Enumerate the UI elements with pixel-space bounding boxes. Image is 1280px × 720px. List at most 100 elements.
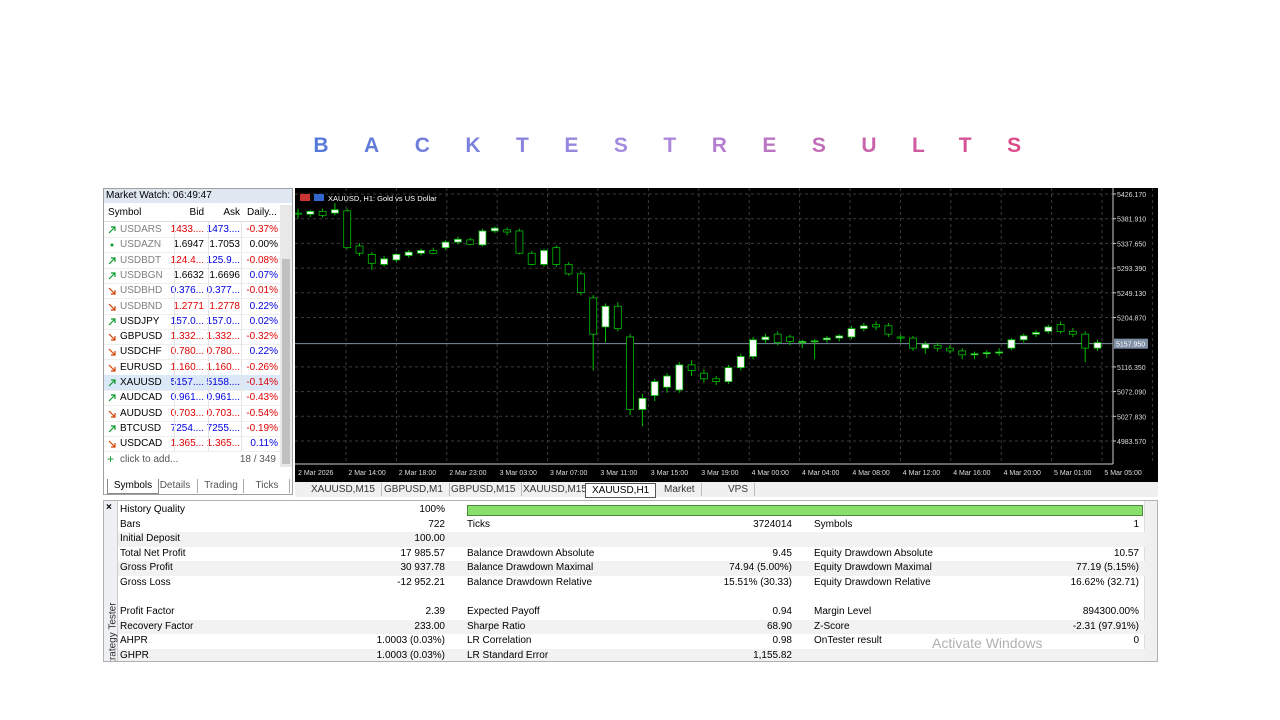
symbol-row[interactable]: USDAZN 1.6947 1.7053 0.00% xyxy=(104,237,280,254)
cell-divider xyxy=(208,237,209,253)
candle-body xyxy=(773,333,782,343)
ask: 157.0... xyxy=(206,315,240,327)
symbol-row[interactable]: USDCHF 0.780... 0.780... 0.22% xyxy=(104,344,280,361)
arrow xyxy=(108,364,116,372)
value: -2.31 (97.91%) xyxy=(1072,620,1139,632)
add-symbol[interactable]: click to add... xyxy=(120,453,179,465)
symbol-row[interactable]: USDBND 1.2771 1.2778 0.22% xyxy=(104,298,280,315)
trend-icon xyxy=(108,333,116,341)
value: 894300.00% xyxy=(1082,606,1139,618)
label: Equity Drawdown Absolute xyxy=(814,547,933,559)
symbol: USDAZN xyxy=(120,239,162,251)
label: Equity Drawdown Maximal xyxy=(814,562,932,574)
candle-body xyxy=(613,305,622,329)
candle-body xyxy=(995,351,1003,354)
symbol-row[interactable]: USDCAD 1.365... 1.365... 0.11% xyxy=(104,436,280,453)
panel-tab[interactable]: Symbols xyxy=(107,479,159,494)
chart-tab[interactable]: XAUUSD,H1 xyxy=(585,483,657,498)
x-tick-label: 4 Mar 12:00 xyxy=(903,470,940,477)
candle-body xyxy=(798,341,807,343)
candle-body xyxy=(306,210,315,215)
x-tick-label: 3 Mar 11:00 xyxy=(600,470,637,477)
cell-divider xyxy=(208,222,209,237)
value: 100.00 xyxy=(414,533,445,545)
trend-icon xyxy=(108,364,116,372)
symbol-row[interactable]: USDJPY 157.0... 157.0... 0.02% xyxy=(104,313,280,330)
cell-divider xyxy=(174,237,175,253)
cell-divider xyxy=(241,405,242,421)
label: Balance Drawdown Absolute xyxy=(467,547,595,559)
cell-divider xyxy=(241,375,242,390)
symbol-row[interactable]: XAUUSD 5157.... 5158.... -0.14% xyxy=(104,375,280,391)
x-tick-label: 4 Mar 04:00 xyxy=(802,470,839,477)
symbol-row[interactable]: USDARS 1433.... 1473.... -0.37% xyxy=(104,222,280,238)
label: Balance Drawdown Maximal xyxy=(467,562,594,574)
cell-divider xyxy=(241,252,242,268)
candle-body xyxy=(712,378,721,383)
cell-divider xyxy=(241,436,242,452)
cell-divider xyxy=(174,344,175,360)
panel-tab[interactable]: Details xyxy=(153,479,198,493)
symbol: USDBHD xyxy=(120,285,163,297)
cell-divider xyxy=(174,420,175,436)
label: Margin Level xyxy=(814,606,872,618)
trend-icon xyxy=(108,303,116,311)
label: Z-Score xyxy=(814,620,850,632)
chart-tab[interactable]: XAUUSD,M15 xyxy=(305,483,382,496)
value: 74.94 (5.00%) xyxy=(729,562,792,574)
value: 68.90 xyxy=(766,620,792,632)
arrow xyxy=(108,287,116,295)
symbol-row[interactable]: EURUSD 1.160... 1.160... -0.26% xyxy=(104,359,280,376)
chart-tab[interactable]: GBPUSD,M1 xyxy=(378,483,450,496)
symbol: USDBDT xyxy=(120,254,162,266)
candle-body xyxy=(589,297,598,335)
arrow xyxy=(108,256,116,265)
chart-tab[interactable]: GBPUSD,M15 xyxy=(445,483,523,496)
ask: 5158.... xyxy=(206,377,240,388)
x-tick-label: 5 Mar 01:00 xyxy=(1054,470,1091,477)
symbol-row[interactable]: BTCUSD 7254.... 7255.... -0.19% xyxy=(104,420,280,437)
label: Balance Drawdown Relative xyxy=(467,577,593,588)
trend-icon xyxy=(108,440,116,448)
daily: -0.01% xyxy=(246,285,278,297)
candle-body xyxy=(1032,332,1040,335)
candle-body xyxy=(982,352,991,355)
chart-tab[interactable]: Market xyxy=(658,483,702,496)
x-tick-label: 2 Mar 14:00 xyxy=(348,470,385,477)
label: Gross Profit xyxy=(120,562,173,574)
candle-body xyxy=(429,250,438,254)
value: 30 937.78 xyxy=(400,562,446,574)
candle-body xyxy=(1044,326,1053,332)
quality-bar xyxy=(467,505,1143,516)
cell-divider xyxy=(174,313,175,329)
label: Symbols xyxy=(814,518,853,530)
label: Total Net Profit xyxy=(120,547,186,559)
value: 2.39 xyxy=(425,606,445,618)
header-row: Symbol Bid Ask Daily... xyxy=(104,205,280,222)
x-tick-label: 4 Mar 08:00 xyxy=(852,470,889,477)
symbol-row[interactable]: GBPUSD 1.332... 1.332... -0.32% xyxy=(104,329,280,346)
label: Recovery Factor xyxy=(120,620,194,632)
symbol-row[interactable]: USDBHD 0.376... 0.377... -0.01% xyxy=(104,283,280,300)
cell-divider xyxy=(208,298,209,314)
chart-tab[interactable]: XAUUSD,M15 xyxy=(517,483,594,496)
panel-tab[interactable]: Trading xyxy=(199,479,244,493)
chart-tab[interactable]: VPS xyxy=(722,483,756,496)
close-icon[interactable]: × xyxy=(106,502,112,513)
candle-body xyxy=(1081,333,1090,349)
candle-body xyxy=(650,381,659,396)
value: 722 xyxy=(428,518,445,530)
panel-tab[interactable]: Ticks xyxy=(245,479,290,493)
trend-icon xyxy=(108,256,116,265)
symbol-row[interactable]: AUDUSD 0.703... 0.703... -0.54% xyxy=(104,405,280,422)
symbol: EURUSD xyxy=(120,361,163,373)
column-header: Ask xyxy=(223,207,240,218)
candle-body xyxy=(761,336,770,341)
x-tick-label: 4 Mar 00:00 xyxy=(752,470,789,477)
symbol-row[interactable]: USDBDT 124.4... 125.9... -0.08% xyxy=(104,252,280,269)
symbol-row[interactable]: AUDCAD 0.961... 0.961... -0.43% xyxy=(104,390,280,407)
label: Equity Drawdown Relative xyxy=(814,577,931,588)
value: -12 952.21 xyxy=(397,577,445,588)
cell-divider xyxy=(174,375,175,390)
symbol-row[interactable]: USDBGN 1.6632 1.6696 0.07% xyxy=(104,267,280,284)
